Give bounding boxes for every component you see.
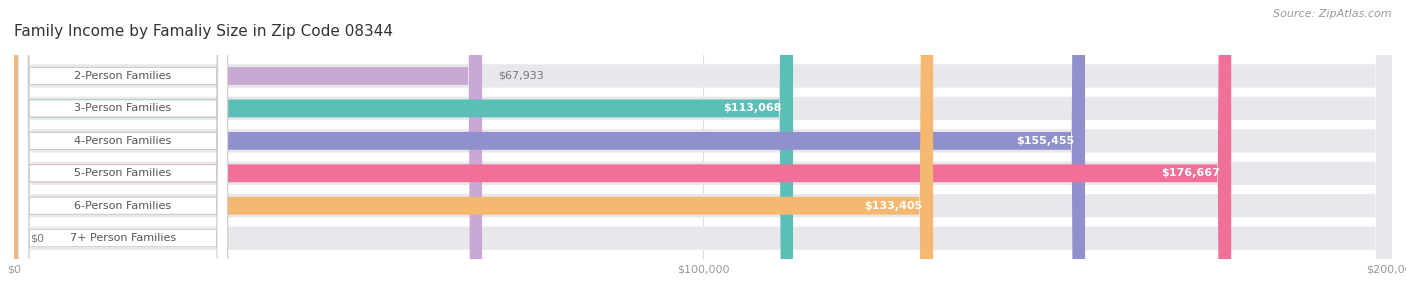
FancyBboxPatch shape bbox=[14, 0, 1392, 305]
FancyBboxPatch shape bbox=[18, 0, 228, 305]
FancyBboxPatch shape bbox=[14, 0, 1232, 305]
Text: $155,455: $155,455 bbox=[1017, 136, 1074, 146]
FancyBboxPatch shape bbox=[14, 0, 934, 305]
FancyBboxPatch shape bbox=[14, 0, 1392, 305]
FancyBboxPatch shape bbox=[14, 0, 1085, 305]
FancyBboxPatch shape bbox=[18, 0, 228, 305]
Text: 7+ Person Families: 7+ Person Families bbox=[70, 233, 176, 243]
Text: 4-Person Families: 4-Person Families bbox=[75, 136, 172, 146]
Text: 2-Person Families: 2-Person Families bbox=[75, 71, 172, 81]
Text: 5-Person Families: 5-Person Families bbox=[75, 168, 172, 178]
Text: $133,405: $133,405 bbox=[865, 201, 922, 211]
Text: $113,068: $113,068 bbox=[724, 103, 782, 113]
FancyBboxPatch shape bbox=[14, 0, 482, 305]
Text: 6-Person Families: 6-Person Families bbox=[75, 201, 172, 211]
Text: 3-Person Families: 3-Person Families bbox=[75, 103, 172, 113]
FancyBboxPatch shape bbox=[14, 0, 1392, 305]
Text: Source: ZipAtlas.com: Source: ZipAtlas.com bbox=[1274, 9, 1392, 19]
Text: $176,667: $176,667 bbox=[1161, 168, 1220, 178]
FancyBboxPatch shape bbox=[18, 0, 228, 305]
FancyBboxPatch shape bbox=[14, 0, 793, 305]
FancyBboxPatch shape bbox=[14, 0, 1392, 305]
FancyBboxPatch shape bbox=[14, 0, 1392, 305]
FancyBboxPatch shape bbox=[18, 0, 228, 305]
Text: Family Income by Famaliy Size in Zip Code 08344: Family Income by Famaliy Size in Zip Cod… bbox=[14, 23, 394, 38]
Text: $0: $0 bbox=[31, 233, 45, 243]
FancyBboxPatch shape bbox=[18, 0, 228, 305]
FancyBboxPatch shape bbox=[18, 0, 228, 305]
Text: $67,933: $67,933 bbox=[499, 71, 544, 81]
FancyBboxPatch shape bbox=[14, 0, 1392, 305]
